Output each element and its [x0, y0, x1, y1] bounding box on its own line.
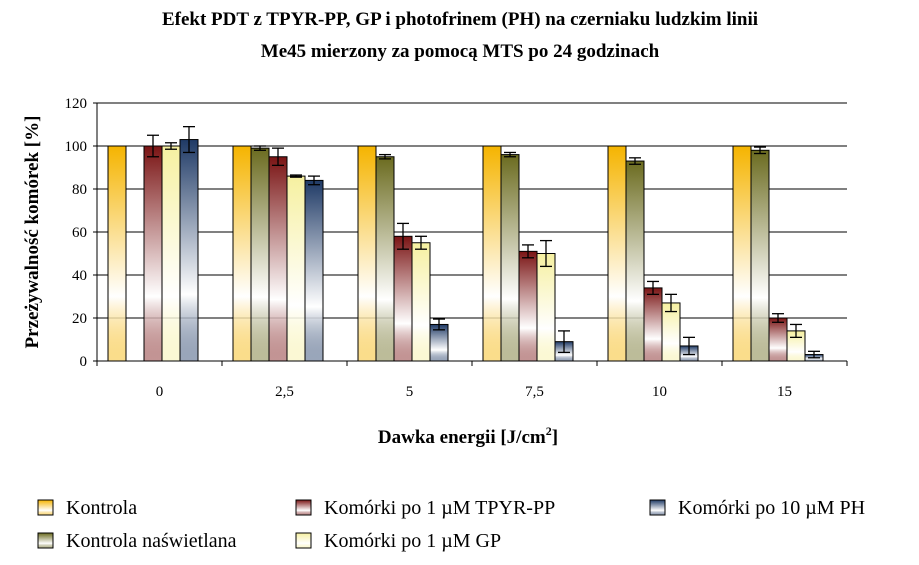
y-tick-label: 100	[65, 139, 88, 155]
bar	[482, 145, 502, 362]
chart-title-line-1: Efekt PDT z TPYR-PP, GP i photofrinem (P…	[162, 9, 758, 30]
y-tick-label: 80	[72, 182, 87, 198]
x-tick-label: 10	[652, 384, 667, 400]
bar	[179, 139, 199, 362]
bar	[161, 145, 181, 362]
bar	[750, 149, 770, 362]
chart-title-line-2: Me45 mierzony za pomocą MTS po 24 godzin…	[261, 41, 660, 62]
y-tick-label: 120	[65, 96, 88, 112]
bar	[375, 156, 395, 362]
bar	[518, 250, 538, 362]
x-tick-label: 15	[777, 384, 792, 400]
bar	[107, 145, 127, 362]
bar	[607, 145, 627, 362]
legend-label: Komórki po 10 µM PH	[678, 497, 865, 519]
bars	[107, 139, 824, 362]
x-tick-labels: 0 2,5 5 7,5 10 15	[156, 384, 792, 400]
y-tick-labels: 0 20 40 60 80 100 120	[65, 96, 88, 370]
bar	[732, 145, 752, 362]
legend-swatch	[37, 532, 54, 549]
bar	[768, 317, 788, 362]
x-tick-label: 0	[156, 384, 164, 400]
legend-label: Kontrola	[66, 497, 137, 519]
bar	[625, 160, 645, 362]
legend-swatch	[37, 499, 54, 516]
bar	[357, 145, 377, 362]
legend-label: Kontrola naświetlana	[66, 530, 237, 552]
bar	[286, 175, 306, 362]
bar	[500, 154, 520, 362]
legend: Kontrola Komórki po 1 µM TPYR-PP Komórki p…	[37, 497, 865, 552]
bar	[643, 287, 663, 362]
y-axis-label: Przeżywalność komórek [%]	[22, 116, 43, 349]
bar	[268, 156, 288, 362]
x-tick-label: 5	[406, 384, 414, 400]
legend-swatch	[295, 532, 312, 549]
bar	[411, 242, 431, 362]
gridlines	[97, 102, 847, 319]
bar	[536, 253, 556, 362]
bar	[143, 145, 163, 362]
x-axis-label: Dawka energii [J/cm2]	[378, 424, 558, 448]
legend-swatch	[649, 499, 666, 516]
y-tick-label: 40	[72, 268, 87, 284]
y-tick-label: 0	[80, 354, 88, 370]
x-tick-label: 7,5	[525, 384, 544, 400]
bar	[304, 179, 324, 362]
bar	[232, 145, 252, 362]
legend-swatch	[295, 499, 312, 516]
legend-label: Komórki po 1 µM TPYR-PP	[324, 497, 555, 519]
y-tick-label: 60	[72, 225, 87, 241]
error-bars	[147, 126, 820, 359]
axes	[93, 102, 848, 366]
x-tick-label: 2,5	[275, 384, 294, 400]
bar	[393, 235, 413, 362]
legend-label: Komórki po 1 µM GP	[324, 530, 501, 552]
y-tick-label: 20	[72, 311, 87, 327]
bar	[250, 147, 270, 362]
